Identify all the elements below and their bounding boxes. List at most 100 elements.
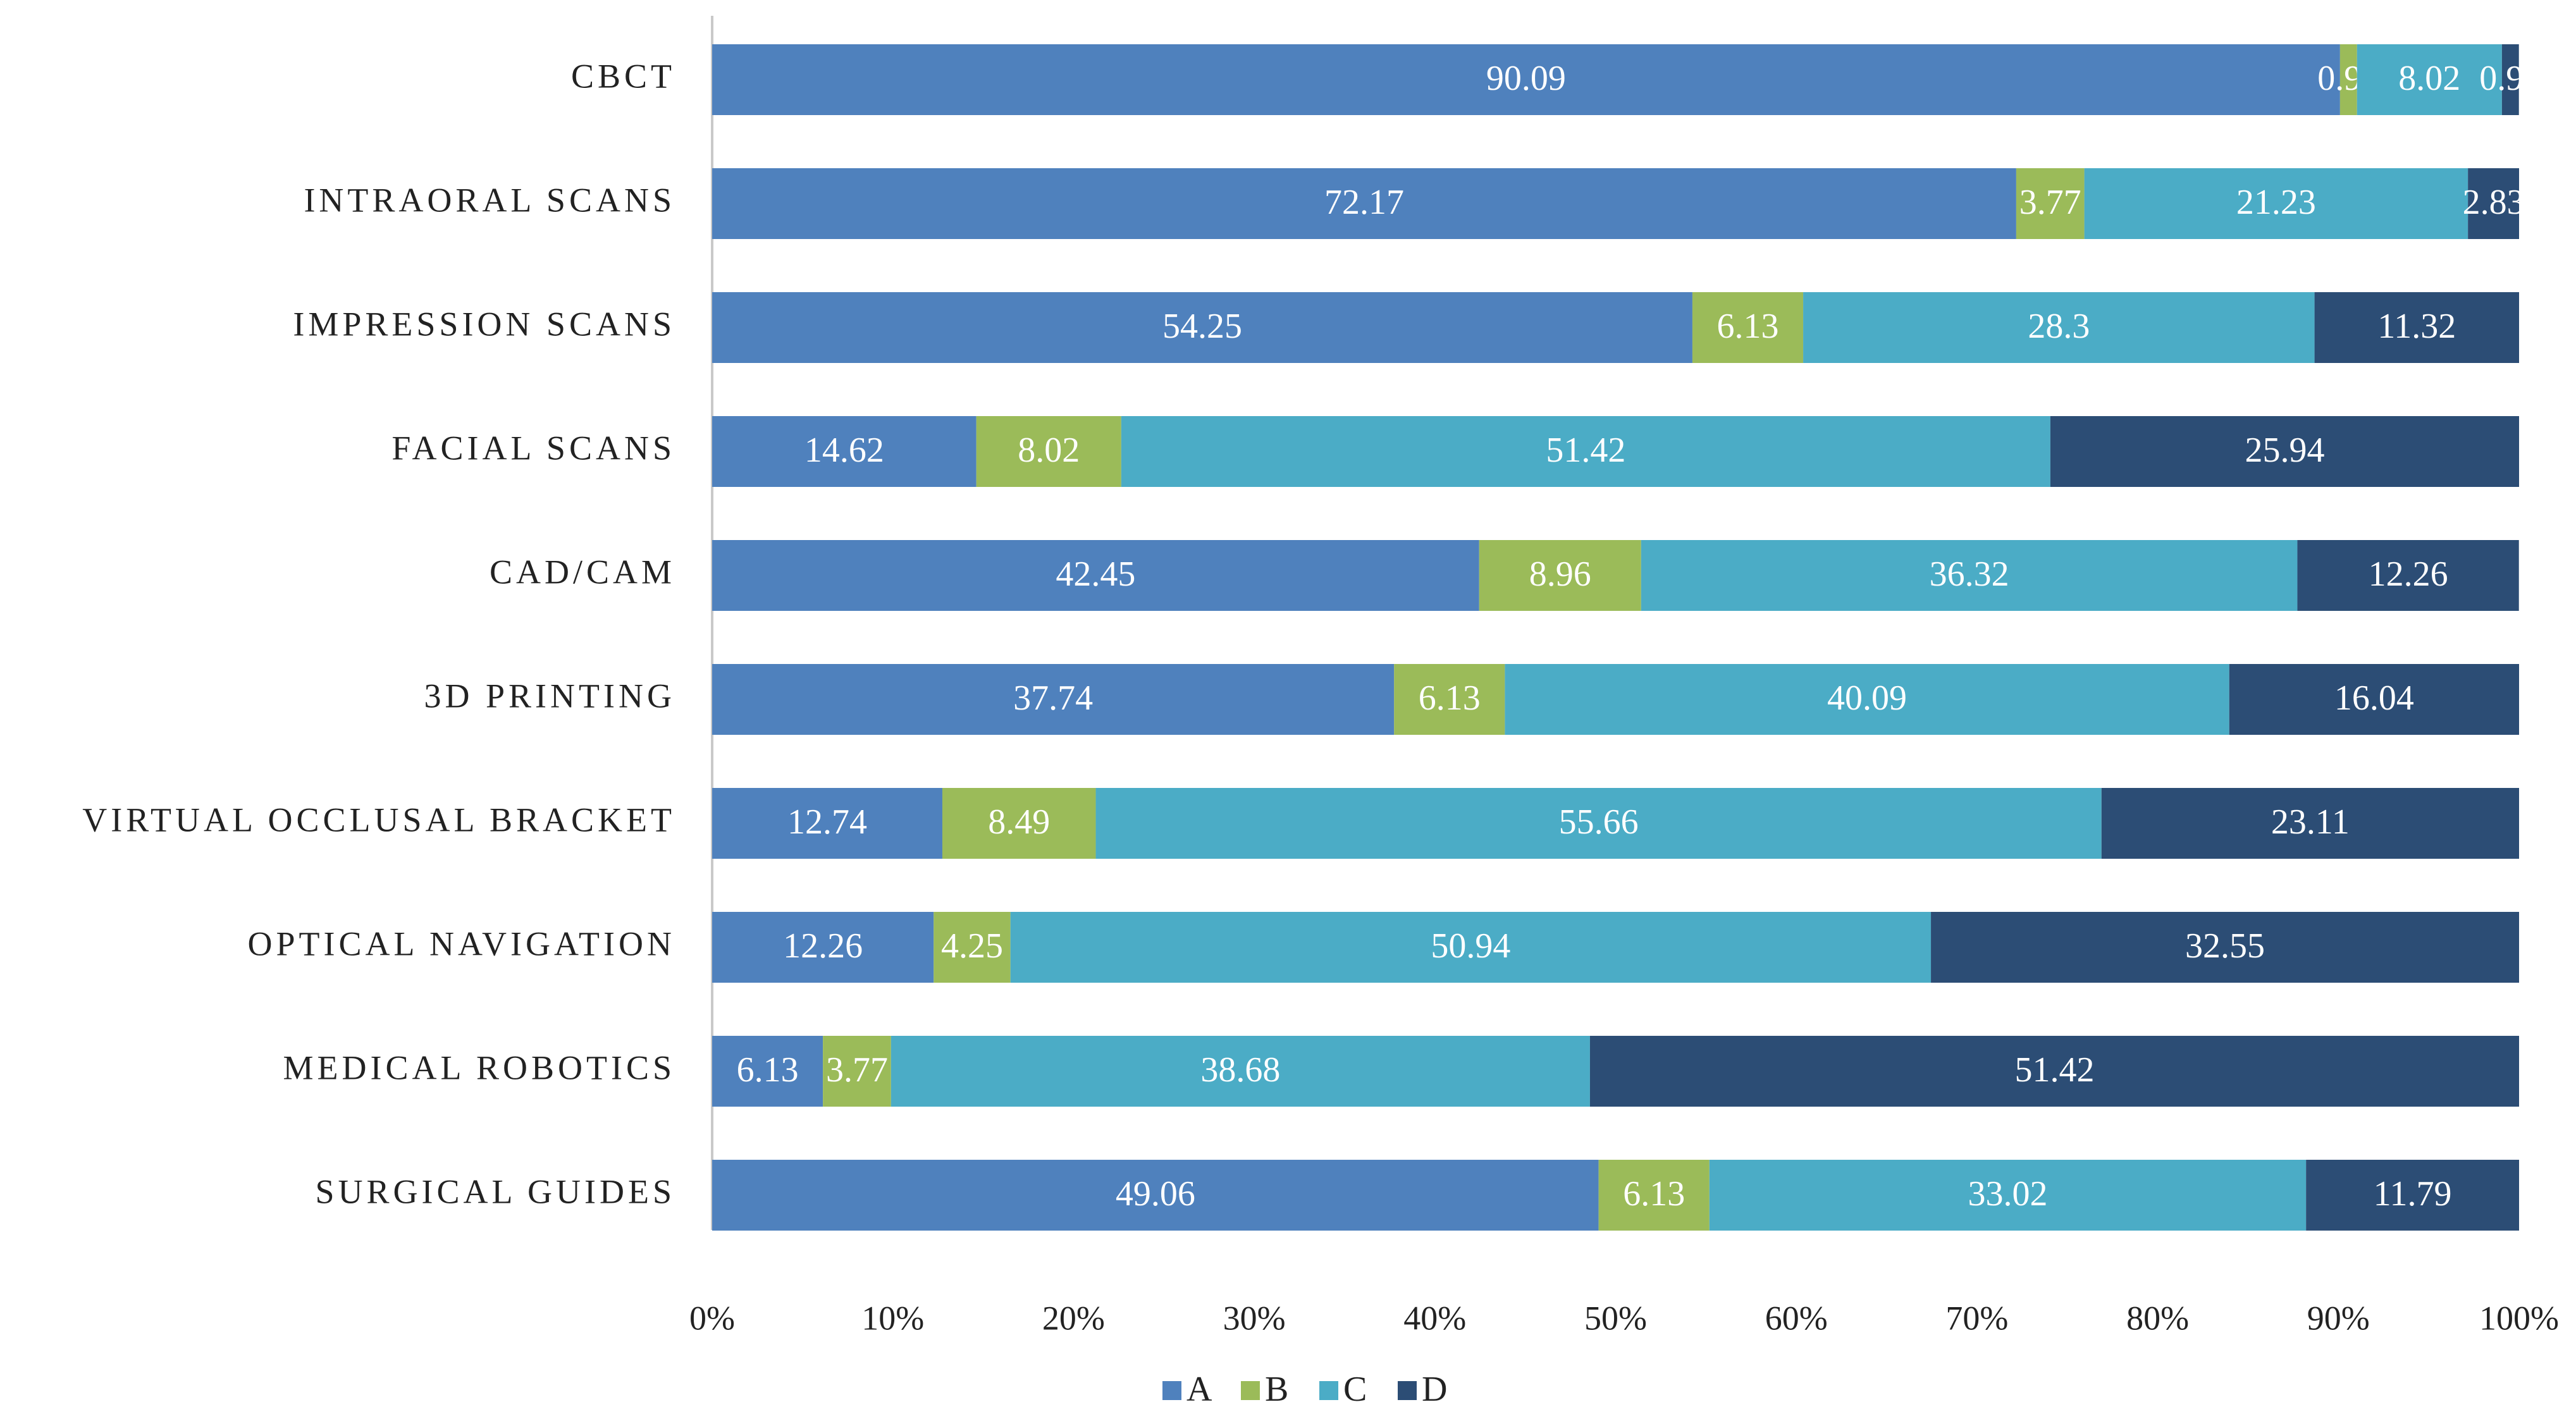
bar-segment-a <box>712 168 2016 239</box>
data-label: 3.77 <box>826 1050 888 1090</box>
bar-segment-b <box>2339 44 2357 115</box>
bar-segment-a <box>712 1036 823 1107</box>
x-tick-label: 0% <box>689 1299 735 1337</box>
data-label: 8.02 <box>2398 59 2460 98</box>
bar-segment-c <box>1641 540 2298 611</box>
data-label: 23.11 <box>2271 802 2350 842</box>
data-label: 12.26 <box>2369 555 2448 594</box>
data-label: 50.94 <box>1431 926 1510 966</box>
bar-segment-a <box>712 292 1692 363</box>
x-tick-label: 60% <box>1765 1299 1828 1337</box>
data-label: 0.94 <box>2479 59 2541 98</box>
bar-segment-a <box>712 912 934 983</box>
bar-segment-d <box>2101 788 2519 859</box>
bar-segment-a <box>712 664 1395 735</box>
bar-segment-d <box>2501 44 2519 115</box>
bar-segment-b <box>2016 168 2085 239</box>
data-label: 37.74 <box>1013 679 1093 718</box>
legend-label-a: A <box>1186 1370 1212 1409</box>
bar-segment-a <box>712 44 2340 115</box>
data-label: 40.09 <box>1827 679 1907 718</box>
data-label: 8.96 <box>1529 555 1591 594</box>
data-label: 55.66 <box>1559 802 1639 842</box>
bar-segment-a <box>712 788 942 859</box>
legend-swatch-a <box>1162 1381 1181 1400</box>
data-label: 6.13 <box>1623 1174 1685 1214</box>
data-label: 8.02 <box>1018 431 1080 470</box>
data-label: 12.26 <box>783 926 863 966</box>
data-label: 21.23 <box>2236 183 2316 222</box>
bar-segment-c <box>2084 168 2468 239</box>
data-label: 38.68 <box>1200 1050 1280 1090</box>
bar-segment-d <box>1931 912 2519 983</box>
bar-segment-b <box>823 1036 891 1107</box>
x-tick-label: 20% <box>1042 1299 1105 1337</box>
bar-segment-c <box>1505 664 2229 735</box>
bar-segment-b <box>976 416 1121 487</box>
bar-segment-b <box>934 912 1011 983</box>
category-label: MEDICAL ROBOTICS <box>283 1048 675 1086</box>
bar-segment-a <box>712 540 1479 611</box>
bar-segment-c <box>1095 788 2102 859</box>
data-label: 25.94 <box>2245 431 2324 470</box>
bar-segment-b <box>1598 1160 1710 1231</box>
bar-segment-c <box>891 1036 1590 1107</box>
data-label: 6.13 <box>737 1050 799 1090</box>
legend-swatch-d <box>1398 1381 1417 1400</box>
legend-label-b: B <box>1265 1370 1288 1409</box>
data-label: 16.04 <box>2334 679 2414 718</box>
bar-segment-d <box>2297 540 2519 611</box>
x-tick-label: 30% <box>1223 1299 1286 1337</box>
bar-segment-c <box>1709 1160 2307 1231</box>
category-label: INTRAORAL SCANS <box>304 181 675 219</box>
bar-segment-a <box>712 416 977 487</box>
bar-segment-d <box>1589 1036 2519 1107</box>
x-tick-label: 50% <box>1584 1299 1647 1337</box>
category-label: SURGICAL GUIDES <box>315 1172 675 1210</box>
bar-segment-c <box>2357 44 2502 115</box>
legend-label-d: D <box>1422 1370 1447 1409</box>
bar-segment-d <box>2229 664 2519 735</box>
data-label: 4.25 <box>941 926 1003 966</box>
x-tick-label: 10% <box>861 1299 924 1337</box>
bar-segment-c <box>1010 912 1932 983</box>
data-label: 42.45 <box>1056 555 1135 594</box>
data-label: 6.13 <box>1419 679 1481 718</box>
category-label: FACIAL SCANS <box>391 429 675 467</box>
data-label: 6.13 <box>1716 307 1778 346</box>
category-label: VIRTUAL OCCLUSAL BRACKET <box>82 801 675 839</box>
data-label: 32.55 <box>2185 926 2265 966</box>
category-label: CAD/CAM <box>490 553 675 591</box>
data-label: 12.74 <box>787 802 867 842</box>
x-tick-label: 90% <box>2307 1299 2370 1337</box>
bar-segment-b <box>1479 540 1641 611</box>
data-label: 33.02 <box>1968 1174 2047 1214</box>
bar-segment-b <box>942 788 1096 859</box>
category-label: OPTICAL NAVIGATION <box>248 925 675 962</box>
data-label: 51.42 <box>2014 1050 2094 1090</box>
category-label: IMPRESSION SCANS <box>293 305 675 343</box>
bar-segment-d <box>2306 1160 2519 1231</box>
bar-segment-d <box>2314 292 2519 363</box>
bar-segment-b <box>1692 292 1804 363</box>
bar-segment-d <box>2468 168 2519 239</box>
data-label: 11.79 <box>2374 1174 2452 1214</box>
x-tick-label: 70% <box>1945 1299 2008 1337</box>
x-tick-label: 100% <box>2479 1299 2559 1337</box>
data-label: 51.42 <box>1546 431 1625 470</box>
legend-swatch-b <box>1241 1381 1260 1400</box>
data-label: 90.09 <box>1486 59 1566 98</box>
bar-segment-c <box>1121 416 2050 487</box>
data-label: 11.32 <box>2377 307 2456 346</box>
category-label: CBCT <box>571 57 675 95</box>
bar-segment-d <box>2050 416 2519 487</box>
data-label: 14.62 <box>804 431 884 470</box>
data-label: 54.25 <box>1162 307 1242 346</box>
x-tick-label: 80% <box>2126 1299 2189 1337</box>
data-label: 28.3 <box>2028 307 2090 346</box>
legend-swatch-c <box>1319 1381 1338 1400</box>
data-label: 49.06 <box>1116 1174 1195 1214</box>
data-label: 8.49 <box>988 802 1050 842</box>
data-label: 3.77 <box>2019 183 2081 222</box>
data-label: 2.83 <box>2463 183 2525 222</box>
